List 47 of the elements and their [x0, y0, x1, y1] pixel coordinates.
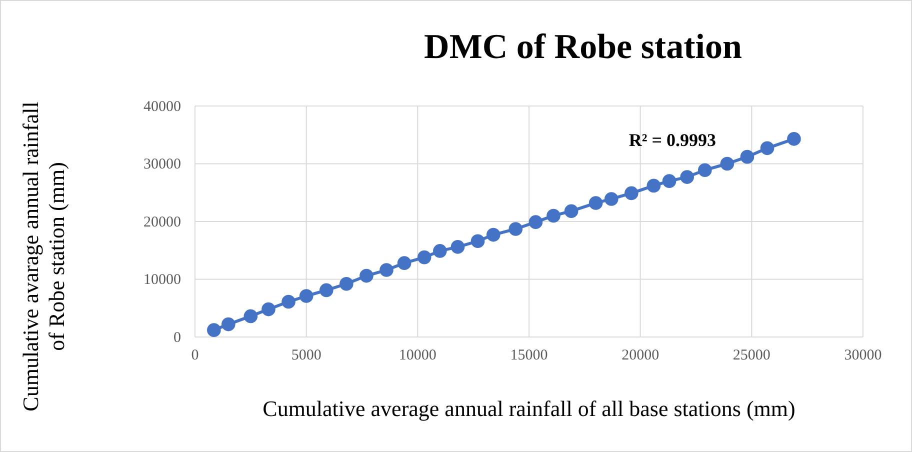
y-tick-label: 0 [174, 330, 181, 346]
point [450, 240, 465, 254]
x-tick-label: 15000 [510, 348, 548, 364]
chart-title: DMC of Robe station [424, 27, 742, 66]
point [508, 222, 523, 236]
point [698, 163, 712, 177]
x-tick-label: 25000 [732, 348, 770, 364]
x-tick-label: 0 [191, 348, 199, 364]
point [680, 170, 694, 184]
x-tick-label: 10000 [398, 348, 436, 364]
point [787, 132, 801, 146]
annotation: R² = 0.9993 [628, 130, 716, 150]
point [720, 156, 734, 171]
point [207, 323, 221, 337]
point [360, 268, 374, 283]
point [319, 283, 334, 298]
point [564, 204, 578, 218]
x-tick-label: 30000 [844, 348, 882, 364]
point [740, 150, 754, 164]
point [646, 178, 661, 193]
point [486, 228, 500, 242]
point [397, 256, 412, 270]
y-axis-title: Cumulative avarage annual rainfall of Robe station (mm) [18, 102, 69, 412]
x-tick-label: 5000 [291, 348, 322, 364]
point [299, 289, 314, 303]
y-tick-label: 20000 [144, 214, 181, 230]
point [433, 244, 447, 258]
point [417, 250, 432, 264]
x-axis-title: Cumulative average annual rainfall of all base stations (mm) [262, 396, 796, 421]
point [221, 317, 236, 332]
point [624, 186, 638, 200]
point [262, 302, 276, 316]
point [588, 196, 603, 210]
point [546, 208, 560, 223]
y-tick-label: 30000 [144, 156, 181, 173]
point [528, 215, 543, 229]
point [244, 309, 258, 324]
x-tick-label: 20000 [622, 348, 660, 364]
point [662, 174, 676, 188]
point [470, 234, 485, 248]
point [380, 263, 394, 277]
point [604, 192, 618, 206]
y-tick-label: 10000 [144, 272, 181, 288]
point [340, 276, 354, 291]
point [282, 294, 296, 309]
point [760, 141, 774, 156]
y-tick-label: 40000 [144, 98, 181, 115]
